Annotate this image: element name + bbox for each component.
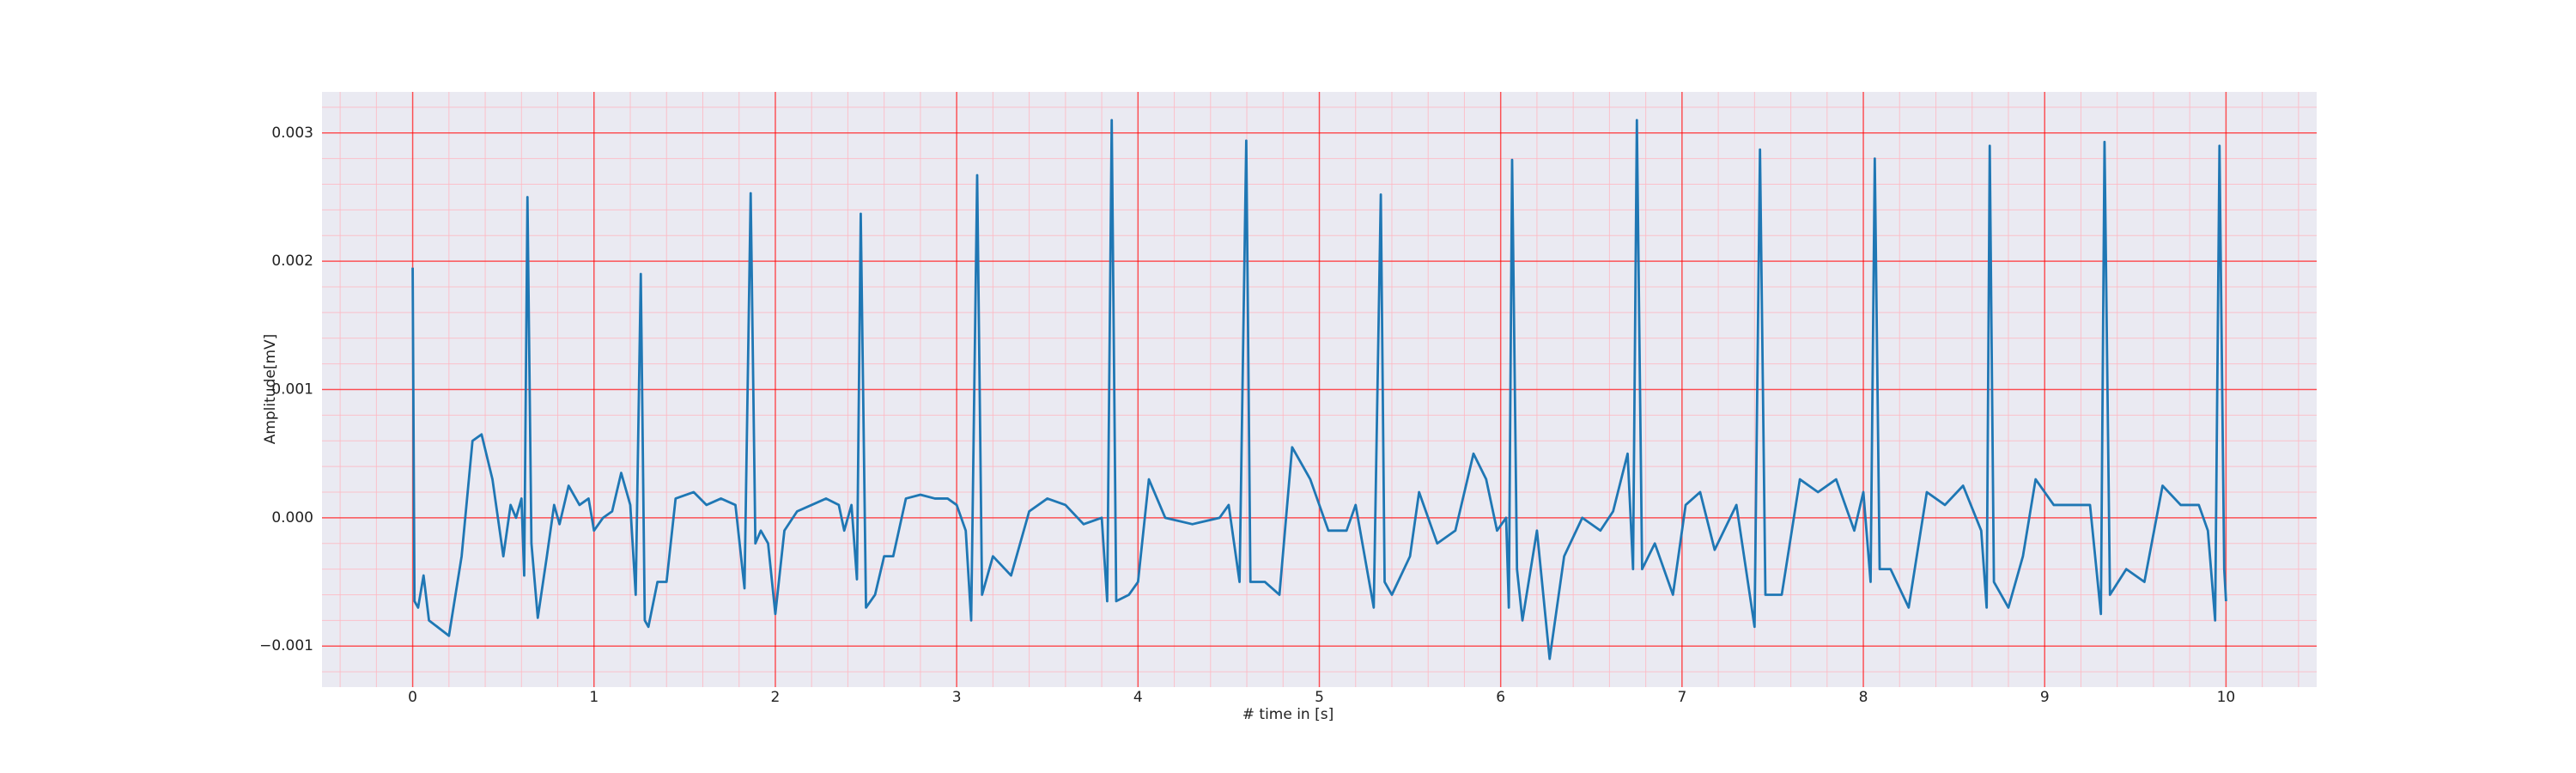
y-tick-label: 0.001 (271, 381, 313, 399)
x-tick-label: 7 (1677, 689, 1686, 706)
y-axis-label: Amplitude[mV] (262, 334, 279, 445)
x-tick-label: 4 (1133, 689, 1143, 706)
y-tick-label: −0.001 (259, 637, 313, 654)
x-tick-label: 5 (1315, 689, 1324, 706)
x-tick-label: 0 (408, 689, 417, 706)
x-tick-label: 2 (771, 689, 781, 706)
y-tick-label: 0.002 (271, 253, 313, 270)
x-tick-label: 10 (2217, 689, 2236, 706)
y-tick-label: 0.000 (271, 509, 313, 526)
x-tick-label: 9 (2040, 689, 2050, 706)
x-tick-label: 8 (1859, 689, 1868, 706)
x-tick-label: 6 (1496, 689, 1505, 706)
y-tick-label: 0.003 (271, 125, 313, 142)
x-tick-label: 3 (952, 689, 962, 706)
ecg-line (411, 119, 2227, 660)
x-tick-label: 1 (589, 689, 598, 706)
x-axis-label: # time in [s] (1242, 706, 1334, 723)
